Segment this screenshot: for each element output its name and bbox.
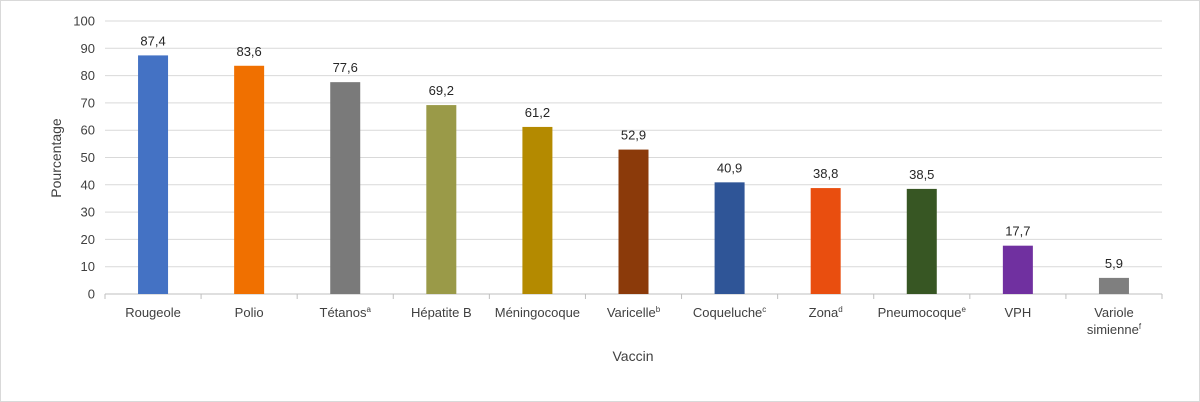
bar [810, 188, 841, 294]
y-tick-label: 90 [81, 41, 95, 56]
bar [618, 149, 649, 294]
x-tick-label: Variole simiennef [1087, 305, 1142, 337]
x-tick-label: Polio [235, 305, 264, 320]
bar [330, 82, 361, 294]
x-tick-label: Coqueluchec [693, 305, 766, 320]
bar [1002, 245, 1033, 294]
data-labels: 87,4 83,6 77,6 69,2 61,2 52,9 40,9 38,8 38,5 17,7… [140, 33, 1123, 270]
data-label: 38,8 [813, 166, 838, 181]
x-axis-title: Vaccin [613, 348, 654, 364]
data-label: 17,7 [1005, 224, 1030, 239]
y-tick-label: 70 [81, 95, 95, 110]
data-label: 5,9 [1105, 256, 1123, 271]
data-label: 77,6 [333, 60, 358, 75]
y-axis-title: Pourcentage [48, 118, 64, 198]
data-label: 52,9 [621, 128, 646, 143]
data-label: 38,5 [909, 167, 934, 182]
x-tick-label: Hépatite B [411, 305, 472, 320]
bar [522, 126, 553, 294]
data-label: 61,2 [525, 105, 550, 120]
y-tick-label: 60 [81, 123, 95, 138]
x-tick-label: Méningocoque [495, 305, 580, 320]
data-label: 40,9 [717, 160, 742, 175]
y-tick-label: 100 [73, 14, 95, 29]
data-label: 83,6 [236, 44, 261, 59]
x-tick-label: Tétanosa [320, 305, 372, 320]
y-axis-ticks: 0 10 20 30 40 50 60 70 80 90 100 [73, 14, 95, 302]
bar [138, 55, 169, 295]
y-tick-label: 10 [81, 259, 95, 274]
bar [1098, 277, 1129, 294]
x-tick-label: VPH [1004, 305, 1031, 320]
bar [714, 182, 745, 294]
y-tick-label: 30 [81, 205, 95, 220]
data-label: 87,4 [140, 33, 165, 48]
bar [426, 105, 457, 294]
y-tick-label: 40 [81, 177, 95, 192]
x-axis-ticks: Rougeole Polio Tétanosa Hépatite B Méningoco… [125, 305, 1142, 337]
data-label: 69,2 [429, 83, 454, 98]
x-tick-label: Pneumocoquee [878, 305, 967, 320]
bars [138, 55, 1129, 295]
y-tick-label: 20 [81, 232, 95, 247]
x-tick-label: Varicelleb [607, 305, 661, 320]
bar [234, 65, 265, 294]
y-tick-label: 0 [88, 287, 95, 302]
y-tick-label: 80 [81, 68, 95, 83]
y-tick-label: 50 [81, 150, 95, 165]
x-tick-label: Rougeole [125, 305, 181, 320]
bar [906, 188, 937, 294]
x-tick-label: Zonad [809, 305, 843, 320]
